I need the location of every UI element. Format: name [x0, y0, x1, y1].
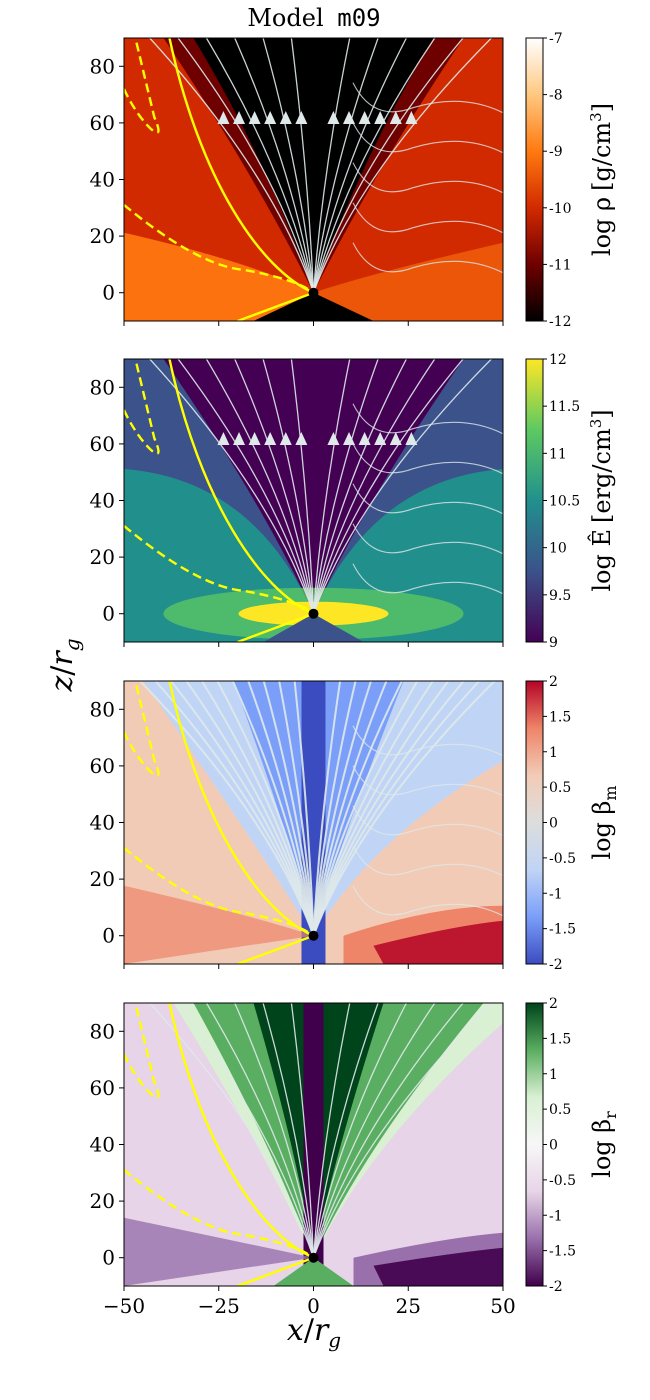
colorbar-tick-label: 11.5 [549, 399, 580, 415]
x-tick-label: 50 [490, 1294, 515, 1318]
colorbar-tick-label: -8 [549, 88, 563, 104]
colorbar-tick-label: -2 [549, 1279, 563, 1295]
colorbar-label-3: log βm [588, 785, 620, 859]
figure-title: Model m09 [247, 4, 380, 32]
colorbar-tick-label: 1 [549, 1067, 558, 1083]
x-tick-label: −50 [103, 1294, 145, 1318]
y-tick-label: 0 [102, 924, 115, 948]
colorbar-label-2: log Ê[erg/cm3] [587, 409, 616, 591]
y-tick-label: 20 [90, 545, 115, 569]
shared-xlabel: x/rg [287, 1313, 341, 1352]
y-tick-label: 40 [90, 1133, 115, 1157]
colorbar-tick-label: 12 [549, 352, 567, 368]
y-tick-label: 60 [90, 111, 115, 135]
y-tick-label: 40 [90, 811, 115, 835]
y-tick-label: 20 [90, 224, 115, 248]
x-tick-label: 25 [396, 1294, 421, 1318]
colorbar-tick-label: 0 [549, 1138, 558, 1154]
colorbar-label-4: log βr [588, 1111, 620, 1178]
colorbar-label-1: log ρ[g/cm3] [587, 103, 616, 256]
colorbar-tick-label: 0.5 [549, 1102, 571, 1118]
colorbar-4 [525, 1002, 544, 1287]
colorbar-tick-label: -2 [549, 957, 563, 973]
shared-ylabel: z/rg [45, 638, 84, 692]
colorbar-tick-label: -1 [549, 1208, 563, 1224]
colorbar-tick-label: 11 [549, 446, 567, 462]
panel-2: 0 20 40 60 80 9 9.5 10 10.5 11 11.5 12 log Ê[erg/cm3… [90, 352, 616, 651]
colorbar-tick-label: 2 [549, 674, 558, 690]
x-tick-label: −25 [198, 1294, 240, 1318]
colorbar-2 [525, 358, 544, 643]
colorbar-tick-label: -7 [549, 31, 563, 47]
colorbar-tick-label: 1.5 [549, 1031, 571, 1047]
colorbar-tick-label: -11 [549, 257, 572, 273]
colorbar-tick-label: 1.5 [549, 709, 571, 725]
colorbar-tick-label: 1 [549, 745, 558, 761]
y-tick-label: 0 [102, 602, 115, 626]
y-tick-label: 40 [90, 168, 115, 192]
colorbar-tick-label: 9 [549, 635, 558, 651]
colorbar-1 [525, 37, 544, 322]
colorbar-tick-label: -9 [549, 144, 563, 160]
y-tick-label: 80 [90, 375, 115, 399]
panel-4: 0 20 40 60 80 −50 −25 0 25 50 -2 -1.5 -1 -0.5 0 0.5 1 1.5… [90, 996, 620, 1318]
colorbar-tick-label: 9.5 [549, 588, 571, 604]
y-tick-label: 60 [90, 1076, 115, 1100]
colorbar-tick-label: 10 [549, 541, 567, 557]
y-tick-label: 80 [90, 1019, 115, 1043]
shared-ylabel-var: z [45, 676, 80, 693]
y-tick-label: 40 [90, 489, 115, 513]
colorbar-3 [525, 680, 544, 965]
y-tick-label: 60 [90, 432, 115, 456]
colorbar-tick-label: 0.5 [549, 780, 571, 796]
y-tick-label: 60 [90, 754, 115, 778]
shared-xlabel-var: x [287, 1313, 304, 1348]
y-tick-label: 80 [90, 54, 115, 78]
colorbar-tick-label: 10.5 [549, 494, 580, 510]
y-tick-label: 20 [90, 867, 115, 891]
title-prefix: Model [247, 4, 323, 32]
y-tick-label: 0 [102, 1246, 115, 1270]
colorbar-tick-label: -1.5 [549, 1244, 576, 1260]
y-tick-label: 0 [102, 281, 115, 305]
colorbar-tick-label: 0 [549, 816, 558, 832]
y-tick-label: 20 [90, 1189, 115, 1213]
colorbar-tick-label: -1.5 [549, 922, 576, 938]
colorbar-tick-label: -12 [549, 314, 572, 330]
panel-3: 0 20 40 60 80 -2 -1.5 -1 -0.5 0 0.5 1 1.5 2 log βm [90, 674, 620, 973]
y-tick-label: 80 [90, 697, 115, 721]
x-tick-label: 0 [307, 1294, 320, 1318]
colorbar-tick-label: -1 [549, 886, 563, 902]
colorbar-tick-label: 2 [549, 996, 558, 1012]
title-model: m09 [337, 4, 380, 32]
colorbar-tick-label: -0.5 [549, 1173, 576, 1189]
shared-ylabel-sub: g [60, 638, 84, 651]
colorbar-tick-label: -0.5 [549, 851, 576, 867]
colorbar-tick-label: -10 [549, 201, 572, 217]
shared-xlabel-sub: g [328, 1328, 341, 1352]
panel-1: 0 20 40 60 80 -12 -11 -10 -9 -8 -7 log ρ[g/cm3] [90, 31, 616, 330]
